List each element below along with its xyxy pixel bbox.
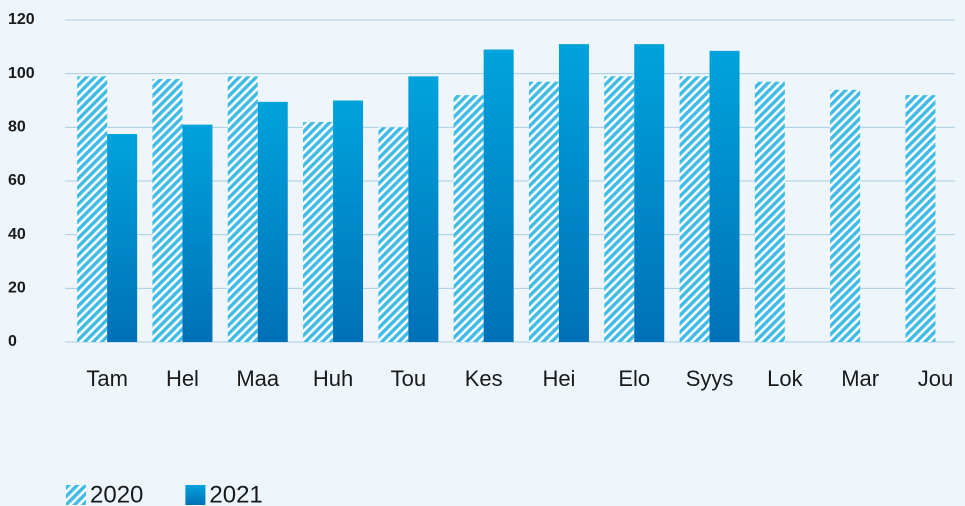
bar <box>528 81 559 342</box>
x-tick-label: Tou <box>391 366 426 391</box>
bar <box>754 81 785 342</box>
bar <box>152 79 183 343</box>
legend-label: 2021 <box>209 481 262 506</box>
bar <box>604 76 635 342</box>
bar <box>558 44 589 343</box>
bar <box>679 76 710 342</box>
legend-label: 2020 <box>90 481 143 506</box>
bar <box>333 100 364 342</box>
x-tick-label: Huh <box>313 366 353 391</box>
bar <box>634 44 665 343</box>
bar <box>257 101 288 342</box>
bar <box>227 76 258 342</box>
bar <box>408 76 439 342</box>
y-tick-label: 40 <box>8 226 26 243</box>
bar <box>77 76 108 342</box>
y-tick-label: 20 <box>8 280 26 297</box>
x-tick-label: Kes <box>465 366 503 391</box>
x-tick-label: Maa <box>236 366 280 391</box>
bar <box>905 95 936 342</box>
y-tick-label: 60 <box>8 172 26 189</box>
y-tick-label: 120 <box>8 11 35 28</box>
x-tick-label: Hel <box>166 366 199 391</box>
bar <box>483 49 514 343</box>
x-tick-label: Jou <box>918 366 953 391</box>
y-tick-label: 0 <box>8 333 17 350</box>
bar <box>303 121 334 342</box>
x-tick-label: Tam <box>86 366 128 391</box>
y-tick-label: 100 <box>8 65 35 82</box>
x-tick-label: Syys <box>686 366 734 391</box>
legend-swatch <box>66 485 86 505</box>
bar <box>453 95 484 342</box>
x-tick-label: Hei <box>542 366 575 391</box>
bar <box>830 89 861 343</box>
bar <box>378 127 409 342</box>
legend-swatch <box>185 485 206 505</box>
x-tick-label: Mar <box>841 366 879 391</box>
x-tick-label: Lok <box>767 366 803 391</box>
y-tick-label: 80 <box>8 119 26 136</box>
bar <box>182 124 213 343</box>
bar <box>709 50 740 342</box>
x-tick-label: Elo <box>618 366 650 391</box>
bar <box>107 134 138 342</box>
